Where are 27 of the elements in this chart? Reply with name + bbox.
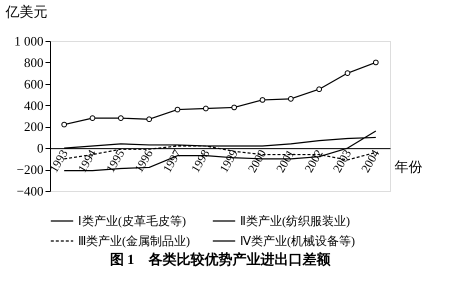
y-axis-title: 亿美元 bbox=[4, 4, 48, 20]
point bbox=[372, 60, 379, 66]
legend-label: Ⅳ类产业(机械设备等) bbox=[240, 234, 355, 248]
point bbox=[202, 106, 209, 112]
text: 图 1 各类比较优势产业进出口差额 bbox=[110, 251, 332, 268]
point bbox=[146, 116, 152, 122]
point bbox=[118, 115, 124, 121]
point bbox=[288, 96, 294, 102]
point bbox=[260, 97, 266, 103]
y-tick-label: −200 bbox=[16, 162, 44, 178]
y-tick-label: −400 bbox=[16, 184, 44, 198]
y-tick-label: 0 bbox=[37, 140, 44, 156]
point bbox=[174, 106, 180, 112]
point bbox=[316, 86, 322, 92]
point bbox=[344, 70, 350, 76]
legend-label: Ⅲ类产业(金属制品业) bbox=[78, 234, 190, 248]
y-tick-label: 200 bbox=[24, 119, 44, 134]
legend-label: Ⅱ类产业(纺织服装业) bbox=[240, 214, 350, 228]
point bbox=[90, 115, 96, 121]
y-tick-label: 800 bbox=[24, 54, 44, 70]
point bbox=[231, 104, 238, 110]
y-tick-label: 600 bbox=[24, 76, 44, 92]
x-axis-title: 年份 bbox=[394, 160, 422, 176]
point bbox=[61, 122, 68, 128]
legend-label: Ⅰ类产业(皮革毛皮等) bbox=[78, 214, 186, 228]
y-tick-label: 1 000 bbox=[14, 34, 44, 48]
y-tick-label: 400 bbox=[24, 98, 44, 113]
